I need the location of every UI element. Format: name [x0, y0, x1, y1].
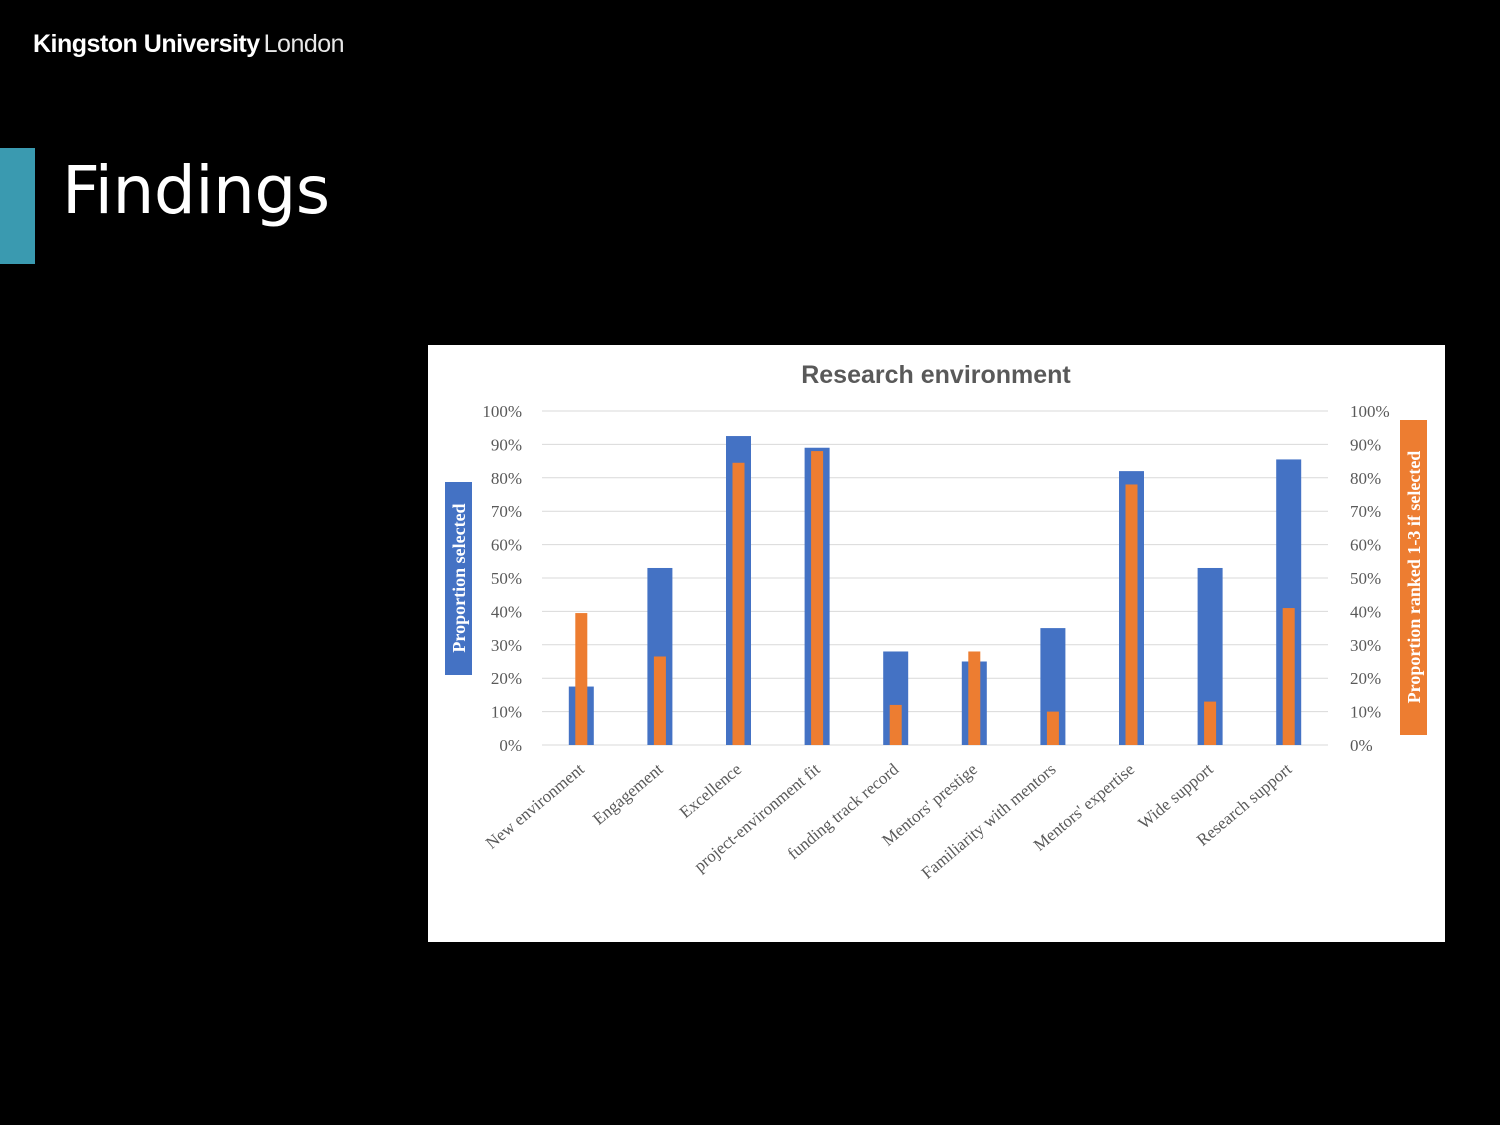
right-tick-label: 70%	[1350, 502, 1381, 521]
left-axis-label: Proportion selected	[449, 503, 469, 652]
bar-proportion-ranked	[968, 651, 981, 745]
category-label: New environment	[482, 759, 588, 852]
logo-brand: Kingston University	[33, 30, 260, 58]
right-tick-label: 20%	[1350, 669, 1381, 688]
right-tick-label: 40%	[1350, 602, 1381, 621]
left-tick-label: 50%	[491, 569, 522, 588]
left-tick-label: 0%	[499, 736, 522, 755]
right-tick-label: 10%	[1350, 703, 1381, 722]
left-tick-label: 100%	[482, 402, 522, 421]
category-label: project-environment fit	[690, 759, 824, 875]
bar-proportion-ranked	[732, 462, 745, 745]
university-logo: Kingston University London	[33, 30, 345, 59]
right-tick-label: 50%	[1350, 569, 1381, 588]
left-tick-label: 30%	[491, 636, 522, 655]
chart-panel: Research environment 0% 0% 10% 10% 20% 20% 30%…	[428, 345, 1445, 942]
bar-proportion-ranked	[811, 451, 824, 745]
bar-proportion-ranked	[653, 656, 666, 745]
left-tick-label: 70%	[491, 502, 522, 521]
gridlines	[542, 410, 1328, 746]
category-label: Wide support	[1134, 759, 1216, 832]
category-labels: New environment Engagement Excellenceproje…	[482, 759, 1295, 883]
slide-title: Findings	[62, 152, 330, 229]
category-label: Familiarity with mentors	[918, 760, 1060, 883]
axis-ticks: 0% 0% 10% 10% 20% 20% 30% 30% 40% 40% 50% 50% 60% 60%…	[482, 402, 1389, 755]
left-tick-label: 90%	[491, 435, 522, 454]
right-tick-label: 80%	[1350, 469, 1381, 488]
right-tick-label: 60%	[1350, 536, 1381, 555]
right-tick-label: 30%	[1350, 636, 1381, 655]
left-tick-label: 40%	[491, 602, 522, 621]
right-tick-label: 100%	[1350, 402, 1390, 421]
bar-proportion-ranked	[575, 613, 588, 745]
bar-proportion-ranked	[1046, 711, 1059, 745]
bar-proportion-ranked	[1282, 608, 1295, 745]
right-axis-label: Proportion ranked 1-3 if selected	[1404, 451, 1424, 704]
bar-proportion-ranked	[1204, 701, 1217, 745]
title-accent-bar	[0, 148, 35, 264]
bar-proportion-ranked	[889, 704, 902, 745]
left-axis-label-bg	[445, 482, 472, 675]
research-environment-chart: Research environment 0% 0% 10% 10% 20% 20% 30%…	[445, 361, 1427, 883]
left-tick-label: 10%	[491, 703, 522, 722]
bars	[568, 436, 1302, 745]
left-tick-label: 20%	[491, 669, 522, 688]
left-tick-label: 60%	[491, 536, 522, 555]
right-tick-label: 90%	[1350, 435, 1381, 454]
chart-title: Research environment	[801, 361, 1071, 389]
right-tick-label: 0%	[1350, 736, 1373, 755]
left-tick-label: 80%	[491, 469, 522, 488]
category-label: Engagement	[589, 759, 667, 828]
category-label: Excellence	[676, 760, 745, 822]
logo-city: London	[263, 30, 345, 58]
right-axis-label-bg	[1400, 420, 1427, 735]
bar-proportion-ranked	[1125, 484, 1138, 745]
